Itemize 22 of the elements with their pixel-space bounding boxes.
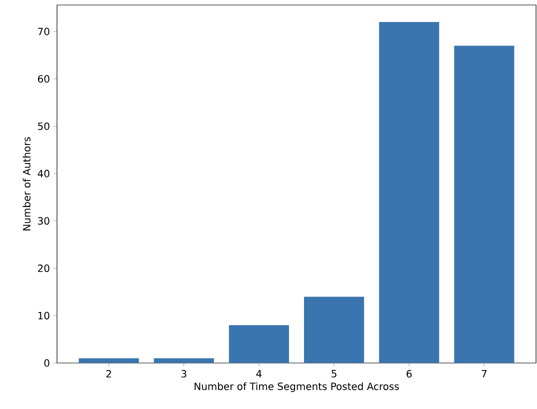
y-tick-label: 30 <box>38 217 50 225</box>
bar <box>228 325 289 363</box>
y-axis-title: Number of Authors <box>22 137 30 230</box>
y-tick-label: 50 <box>38 122 50 130</box>
x-tick-label: 2 <box>106 370 111 378</box>
x-tick-label: 5 <box>332 370 336 378</box>
y-tick-label: 40 <box>38 170 50 178</box>
x-tick-label: 3 <box>181 370 186 378</box>
x-tick-label: 6 <box>406 370 412 378</box>
y-tick-label: 60 <box>38 75 50 83</box>
bar <box>304 296 364 363</box>
y-tick-label: 70 <box>38 28 50 36</box>
y-tick-label: 0 <box>44 359 50 367</box>
x-tick-label: 7 <box>482 370 487 378</box>
x-axis-title: Number of Time Segments Posted Across <box>194 382 399 392</box>
bar <box>454 46 514 363</box>
bar <box>78 358 139 363</box>
x-tick-label: 4 <box>256 370 262 378</box>
bar <box>154 358 214 363</box>
bar <box>379 22 440 363</box>
y-tick-label: 20 <box>38 264 50 272</box>
y-tick-label: 10 <box>38 312 50 320</box>
